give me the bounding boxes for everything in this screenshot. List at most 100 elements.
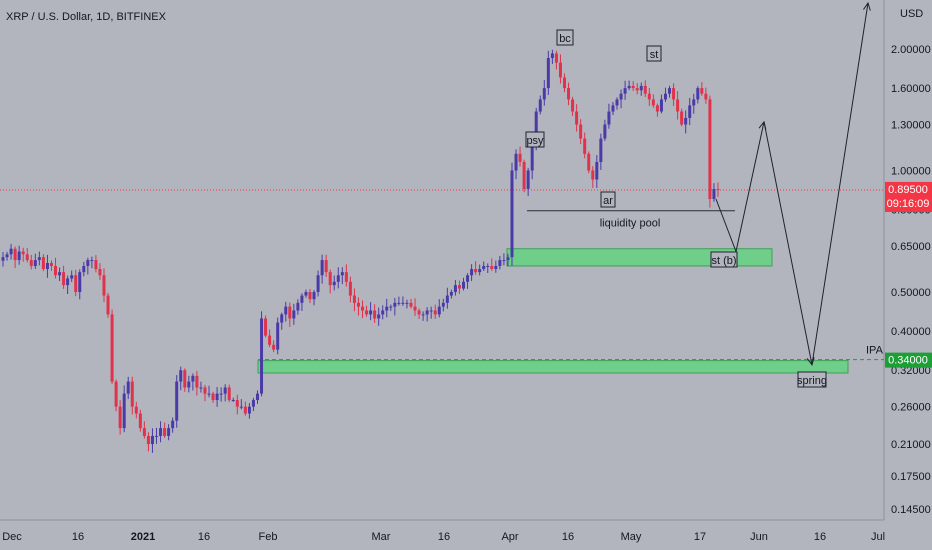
current-price-tag: 0.89500 09:16:09 [885,181,932,212]
candle-body [276,322,280,350]
candle-body [21,251,25,255]
annotation-psy: psy [525,131,545,148]
candle-body [167,428,171,436]
candle-body [324,260,328,273]
candle-body [255,393,259,401]
candle-body [37,257,41,261]
candle-body [150,435,154,445]
candle-body [712,188,716,199]
candle-body [474,269,478,273]
candle-body [49,262,53,266]
candle-body [159,428,163,436]
candle-body [316,275,320,293]
candle-body [672,88,676,100]
time-tick-label: May [621,531,642,543]
candle-body [352,295,356,303]
chart-title: XRP / U.S. Dollar, 1D, BITFINEX [6,11,167,23]
candle-body [45,262,49,270]
candle-body [562,77,566,89]
candle-body [82,265,86,273]
candle-body [437,306,441,315]
candle-body [571,99,575,112]
candle-body [643,85,647,94]
candle-body [466,275,470,282]
ipa-value: 0.34000 [888,355,928,367]
candle-body [312,292,316,300]
annotation-st: st [646,45,662,62]
candle-body [575,111,579,125]
candle-body [381,310,385,315]
candle-body [534,111,538,147]
candles-group [1,49,720,453]
candle-body [583,138,587,154]
candle-body [449,292,453,296]
candle-body [522,161,526,189]
candle-body [373,310,377,319]
candle-body [530,146,534,171]
candle-body [110,314,114,382]
price-tick-label: 1.30000 [891,120,931,132]
projection-arrow-peak [758,120,767,130]
candle-body [94,260,98,270]
candle-body [41,257,45,270]
candle-body [365,310,369,315]
time-tick-label: 16 [814,531,826,543]
candle-body [567,88,571,100]
candle-body [5,254,9,258]
candle-body [623,88,627,94]
candle-body [502,260,506,262]
candle-body [494,265,498,270]
candle-body [272,344,276,350]
candle-body [595,161,599,180]
time-axis[interactable]: Dec 16 2021 16 Feb Mar 16 Apr 16 May 17 Jun 16 Jul [2,531,885,543]
candle-body [268,335,272,345]
candle-body [668,88,672,94]
ipa-label: IPA [866,345,884,357]
candle-body [320,260,324,276]
candle-body [155,435,159,437]
time-tick-label: 16 [198,531,210,543]
candle-body [490,265,494,270]
price-tick-label: 2.00000 [891,44,931,56]
candle-body [227,387,231,401]
candle-body [260,318,264,394]
candle-body [558,62,562,78]
time-tick-label: Jun [750,531,768,543]
candle-body [631,85,635,89]
candle-body [78,272,82,293]
time-tick-label: Mar [372,531,391,543]
candle-body [538,99,542,112]
svg-text:ar: ar [603,195,613,207]
candle-body [292,310,296,319]
candle-body [332,281,336,286]
candle-body [462,281,466,289]
svg-text:st (b): st (b) [711,255,736,267]
candle-body [393,302,397,307]
candle-body [655,105,659,112]
time-tick-label: 17 [694,531,706,543]
candle-body [223,387,227,394]
candle-body [231,400,235,402]
candle-body [639,85,643,91]
candle-body [187,381,191,388]
candle-body [130,381,134,407]
candle-body [211,393,215,401]
candle-body [700,88,704,94]
candle-body [470,269,474,276]
candle-body [203,387,207,394]
candle-body [98,269,102,276]
candle-body [405,302,409,304]
candle-body [651,99,655,106]
candle-body [704,93,708,100]
candle-body [142,428,146,436]
annotation-ar: ar [600,191,616,208]
candle-body [199,387,203,389]
candle-body [74,275,78,293]
candle-body [619,93,623,100]
projection-path [715,1,871,366]
time-tick-label: 16 [72,531,84,543]
price-tick-label: 0.26000 [891,402,931,414]
candle-body [239,406,243,408]
